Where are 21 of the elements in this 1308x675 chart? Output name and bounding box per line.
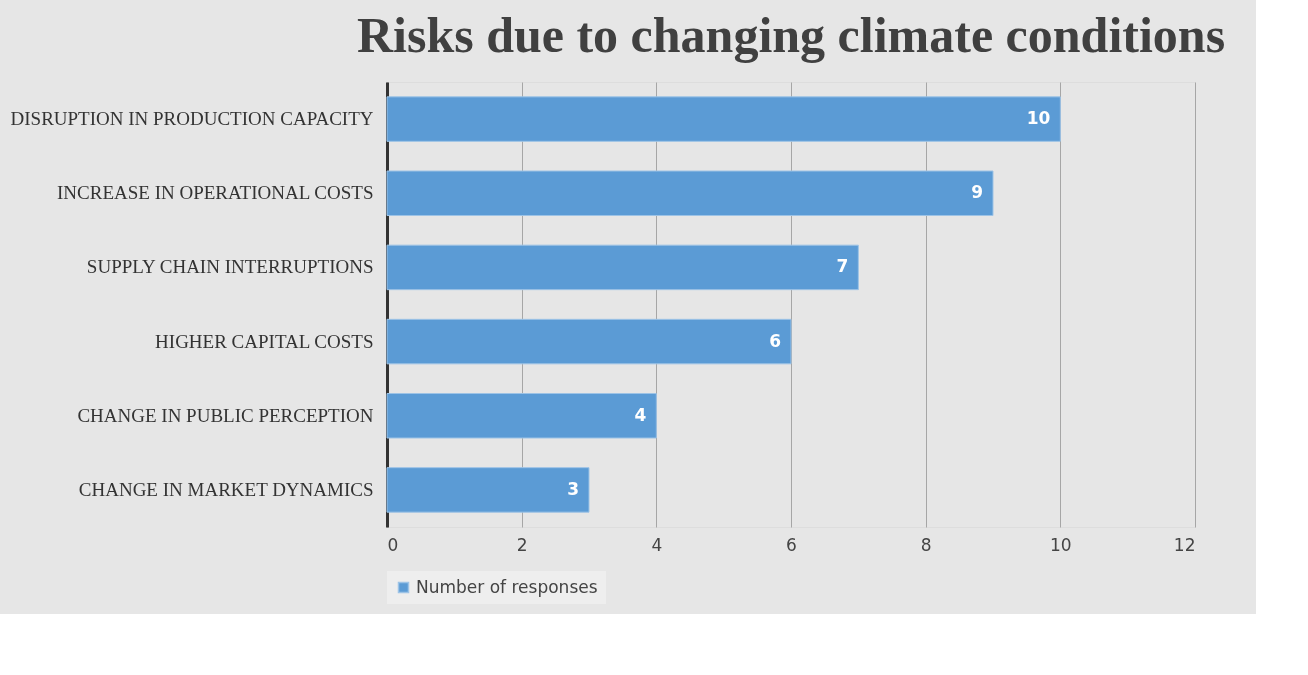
x-tick-label: 8 (920, 534, 932, 555)
x-tick-label: 12 (1173, 534, 1196, 555)
legend-label: Number of responses (416, 576, 598, 597)
data-label: 6 (769, 330, 781, 351)
y-tick-label: CHANGE IN MARKET DYNAMICS (78, 478, 374, 500)
y-tick-label: DISRUPTION IN PRODUCTION CAPACITY (10, 108, 374, 130)
chart-title: Risks due to changing climate conditions (356, 7, 1226, 63)
x-tick-label: 6 (786, 534, 797, 555)
data-label: 10 (1026, 108, 1051, 129)
x-tick-label: 0 (387, 534, 399, 555)
x-tick-label: 2 (516, 534, 528, 555)
data-label: 7 (836, 256, 849, 277)
x-tick-label: 4 (651, 534, 663, 555)
y-tick-label: HIGHER CAPITAL COSTS (155, 330, 374, 352)
data-label: 9 (971, 182, 983, 203)
data-label: 3 (567, 478, 579, 499)
x-tick-label: 10 (1050, 534, 1072, 555)
y-tick-label: CHANGE IN PUBLIC PERCEPTION (77, 404, 374, 426)
y-tick-label: INCREASE IN OPERATIONAL COSTS (56, 182, 374, 204)
y-tick-label: SUPPLY CHAIN INTERRUPTIONS (86, 256, 374, 278)
data-label: 4 (634, 404, 647, 425)
